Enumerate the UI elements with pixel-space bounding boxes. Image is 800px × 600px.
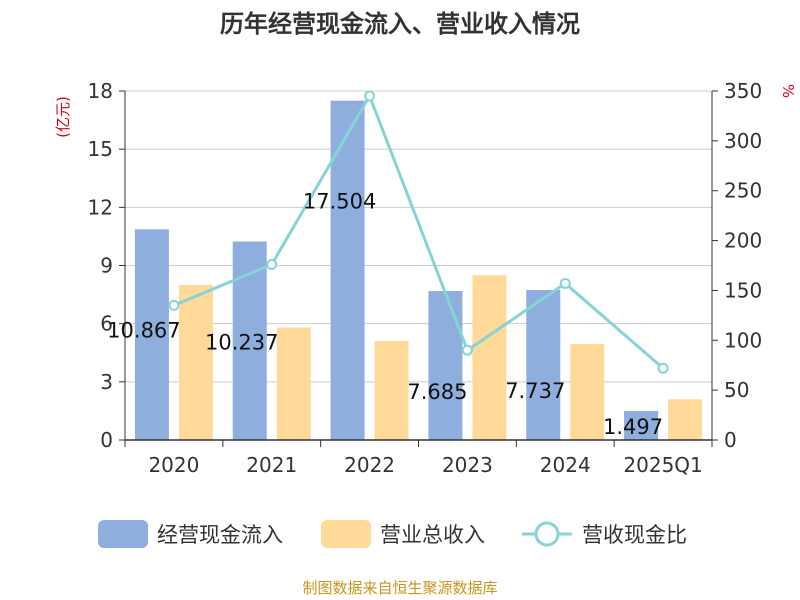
ratio-point [168, 299, 180, 311]
y-right-tick-label: 50 [724, 378, 749, 402]
bar-cash-inflow [330, 100, 365, 441]
source-note: 制图数据来自恒生聚源数据库 [302, 579, 497, 597]
y-right-tick-label: 100 [724, 328, 762, 352]
x-tick-label: 2024 [540, 453, 591, 477]
x-tick-label: 2020 [148, 453, 199, 477]
ratio-line [168, 90, 669, 374]
legend-swatch-cash-inflow [98, 520, 148, 548]
y-right-tick-label: 200 [724, 229, 762, 253]
legend-label-ratio: 营收现金比 [582, 523, 687, 547]
ratio-line-path [173, 92, 665, 370]
y-right-tick-label: 0 [724, 428, 737, 452]
chart-title: 历年经营现金流入、营业收入情况 [220, 10, 580, 38]
bars [134, 100, 703, 441]
x-tick-label: 2023 [442, 453, 493, 477]
bar-revenue [570, 344, 605, 440]
legend: 经营现金流入 营业总收入 营收现金比 [98, 520, 687, 548]
data-label-cash-inflow: 1.497 [603, 415, 663, 439]
bar-cash-inflow [624, 410, 659, 440]
y-left-tick-label: 18 [88, 79, 113, 103]
bar-revenue [668, 399, 703, 440]
data-label-cash-inflow: 7.685 [407, 380, 467, 404]
y-left-tick-label: 6 [100, 312, 113, 336]
y-left-unit: (亿元) [54, 96, 72, 138]
y-left-tick-label: 3 [100, 370, 113, 394]
y-left-tick-label: 12 [88, 195, 113, 219]
data-label-cash-inflow: 17.504 [303, 190, 376, 214]
ratio-point [559, 277, 571, 289]
y-right-tick-label: 250 [724, 179, 762, 203]
bar-cash-inflow [428, 290, 463, 440]
ratio-point [364, 90, 376, 102]
axes: 0 3 6 9 12 15 18 0 50 100 150 200 250 300 350 2020 2021 2… [88, 79, 763, 477]
bar-revenue [178, 284, 213, 440]
legend-swatch-revenue [321, 520, 371, 548]
x-tick-label: 2022 [344, 453, 395, 477]
data-label-cash-inflow: 10.867 [107, 318, 180, 342]
bar-revenue [276, 327, 311, 440]
y-right-tick-label: 150 [724, 278, 762, 302]
y-right-unit: % [779, 84, 797, 98]
bar-revenue [374, 341, 409, 440]
x-tick-label: 2025Q1 [623, 453, 702, 477]
y-left-tick-label: 15 [88, 137, 113, 161]
y-right-tick-label: 300 [724, 129, 762, 153]
bar-cash-inflow [526, 289, 561, 440]
bar-revenue [472, 275, 507, 440]
y-right-tick-label: 350 [724, 79, 762, 103]
data-label-cash-inflow: 7.737 [505, 379, 565, 403]
legend-label-cash-inflow: 经营现金流入 [157, 523, 283, 547]
y-left-tick-label: 0 [100, 428, 113, 452]
legend-marker-ratio [534, 521, 560, 547]
bar-cash-inflow [134, 229, 169, 440]
ratio-point [266, 259, 278, 271]
x-tick-label: 2021 [246, 453, 297, 477]
y-left-tick-label: 9 [100, 254, 113, 278]
ratio-point [657, 362, 669, 374]
ratio-point [461, 344, 473, 356]
legend-label-revenue: 营业总收入 [380, 523, 485, 547]
data-labels: 10.867 10.237 17.504 7.685 7.737 1.497 [107, 190, 663, 439]
data-label-cash-inflow: 10.237 [205, 331, 278, 355]
gridlines [125, 90, 712, 383]
